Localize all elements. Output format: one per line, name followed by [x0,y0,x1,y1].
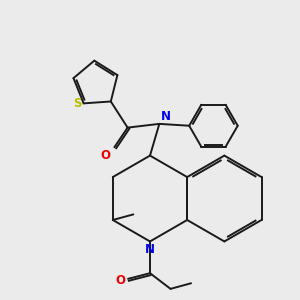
Text: O: O [116,274,125,287]
Text: S: S [73,97,82,110]
Text: N: N [145,243,155,256]
Text: O: O [101,149,111,162]
Text: N: N [161,110,171,123]
